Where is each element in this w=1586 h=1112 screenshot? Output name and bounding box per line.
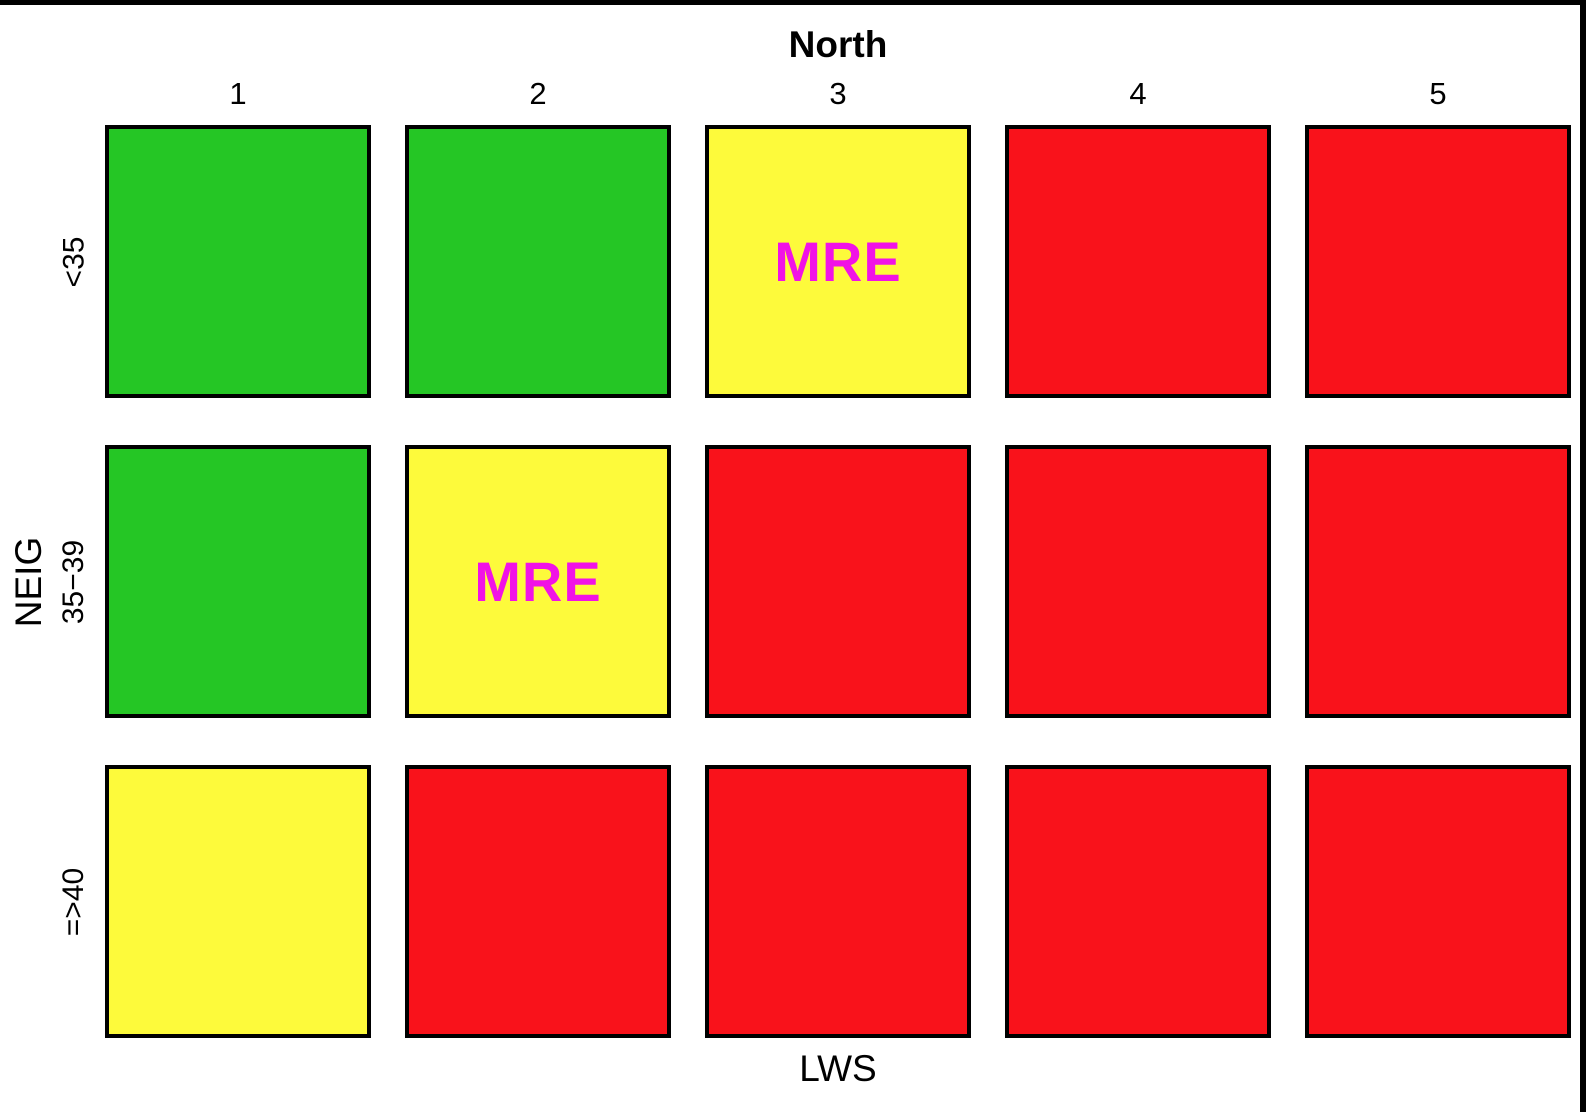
grid-cell-r3c1 bbox=[105, 765, 371, 1038]
column-label-3: 3 bbox=[829, 76, 847, 111]
grid-cell-r1c3: MRE bbox=[705, 125, 971, 398]
grid-cell-r1c1 bbox=[105, 125, 371, 398]
grid-cell-r3c4 bbox=[1005, 765, 1271, 1038]
grid-cell-r2c5 bbox=[1305, 445, 1571, 718]
y-axis-title: NEIG bbox=[6, 125, 52, 1038]
column-label-4: 4 bbox=[1129, 76, 1147, 111]
column-label-2: 2 bbox=[529, 76, 547, 111]
right-border-line bbox=[1580, 0, 1586, 1112]
grid-cell-r3c3 bbox=[705, 765, 971, 1038]
y-axis-title-text: NEIG bbox=[8, 536, 49, 627]
row-label-lt35: <35 bbox=[52, 125, 96, 398]
row-label-35-39: 35−39 bbox=[52, 445, 96, 718]
grid-cell-r2c3 bbox=[705, 445, 971, 718]
grid-cell-r1c4 bbox=[1005, 125, 1271, 398]
grid-cell-r2c1 bbox=[105, 445, 371, 718]
top-border-line bbox=[0, 0, 1586, 5]
grid-cell-r3c5 bbox=[1305, 765, 1571, 1038]
row-label-lt35-text: <35 bbox=[57, 236, 91, 287]
grid-cell-r1c5 bbox=[1305, 125, 1571, 398]
heatmap-grid: MRE MRE bbox=[105, 125, 1571, 1038]
mre-label: MRE bbox=[474, 550, 602, 613]
column-label-5: 5 bbox=[1429, 76, 1447, 111]
grid-cell-r2c4 bbox=[1005, 445, 1271, 718]
row-label-gte40: =>40 bbox=[52, 765, 96, 1038]
grid-cell-r2c2: MRE bbox=[405, 445, 671, 718]
row-label-gte40-text: =>40 bbox=[57, 867, 91, 936]
grid-cell-r1c2 bbox=[405, 125, 671, 398]
mre-label: MRE bbox=[774, 230, 902, 293]
column-label-1: 1 bbox=[229, 76, 247, 111]
row-label-35-39-text: 35−39 bbox=[57, 539, 91, 624]
x-axis-title: LWS bbox=[799, 1048, 877, 1089]
chart-title: North bbox=[788, 24, 888, 65]
grid-cell-r3c2 bbox=[405, 765, 671, 1038]
